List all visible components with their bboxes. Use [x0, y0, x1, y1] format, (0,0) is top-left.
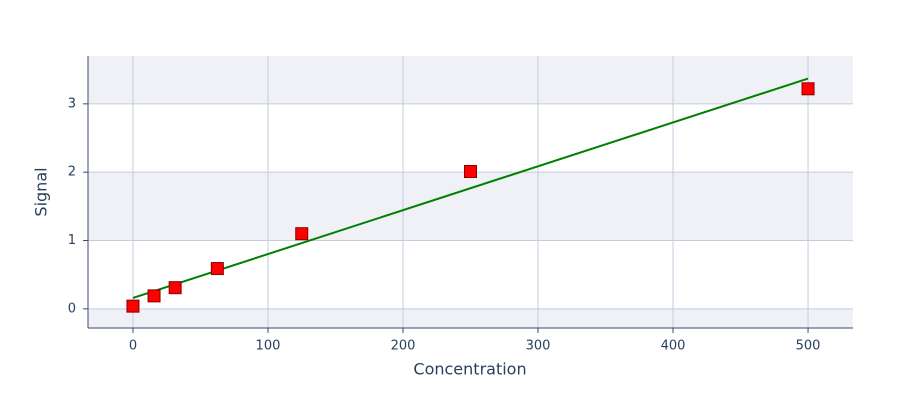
- x-axis-title: Concentration: [413, 360, 526, 379]
- fit-line: [132, 77, 809, 299]
- y-axis-title: Signal: [32, 167, 51, 216]
- data-point: [295, 227, 309, 241]
- y-tick-label: 2: [68, 165, 76, 180]
- x-tick-label: 400: [661, 339, 686, 354]
- y-tick-label: 1: [68, 233, 76, 248]
- data-point: [464, 164, 477, 178]
- plot-band: [88, 172, 853, 241]
- x-tick-label: 0: [129, 339, 137, 354]
- data-point: [801, 82, 815, 96]
- data-point: [126, 299, 140, 313]
- data-point: [210, 262, 224, 276]
- plot-band: [88, 308, 853, 328]
- plot-band: [88, 56, 853, 104]
- x-tick-label: 500: [796, 339, 821, 354]
- data-point: [168, 281, 182, 295]
- x-tick-label: 300: [526, 339, 551, 354]
- x-tick-label: 200: [391, 339, 416, 354]
- x-tick-label: 100: [256, 339, 281, 354]
- y-tick-label: 0: [68, 301, 76, 316]
- data-point: [147, 289, 161, 303]
- y-tick-label: 3: [68, 96, 76, 111]
